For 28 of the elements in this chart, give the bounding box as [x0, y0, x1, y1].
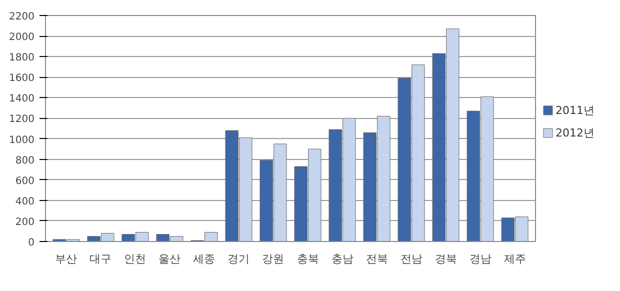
x-tick-label: 충남	[331, 252, 354, 266]
y-tick-label: 400	[15, 196, 35, 208]
legend-label: 2012년	[556, 126, 594, 140]
x-tick-label: 세종	[193, 252, 216, 266]
x-tick-label: 강원	[262, 252, 284, 266]
x-tick-label: 충북	[296, 252, 319, 266]
y-tick-label: 1800	[9, 52, 35, 64]
x-tick-label: 전남	[400, 252, 422, 266]
y-tick-label: 2200	[9, 12, 35, 22]
x-tick-label: 전북	[366, 252, 388, 266]
x-tick-label: 인천	[124, 252, 146, 266]
x-tick-label: 울산	[158, 252, 181, 266]
x-tick-label: 제주	[504, 252, 526, 266]
y-tick-label: 600	[15, 176, 35, 187]
x-tick-label: 경기	[228, 252, 250, 266]
y-tick-label: 200	[15, 216, 35, 228]
y-tick-label: 0	[28, 238, 35, 248]
legend-label: 2011년	[556, 104, 594, 117]
x-tick-label: 부산	[55, 252, 78, 266]
y-tick-label: 1200	[9, 114, 35, 126]
y-tick-label: 2000	[9, 32, 35, 44]
x-tick-label: 대구	[90, 252, 112, 266]
y-tick-label: 800	[15, 155, 35, 166]
y-tick-label: 1000	[9, 134, 35, 146]
x-tick-label: 경북	[434, 252, 457, 266]
x-tick-label: 경남	[469, 252, 492, 266]
y-tick-label: 1600	[9, 73, 35, 84]
y-tick-label: 1400	[9, 94, 35, 105]
